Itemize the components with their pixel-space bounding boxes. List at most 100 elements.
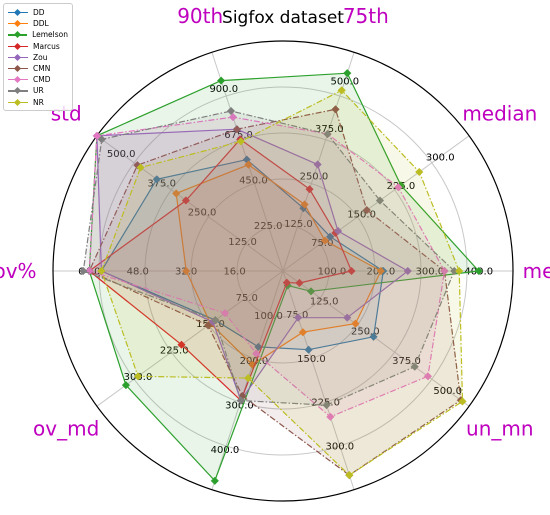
- outer-ring: [52, 40, 514, 502]
- legend-marker-cmn: [8, 64, 28, 73]
- tick-label-ov-mn: 400.0: [211, 445, 240, 456]
- series-ur: [79, 106, 459, 410]
- tick-label-std: 125.0: [228, 237, 257, 248]
- axis-label-ov-md: ov_md: [33, 417, 99, 441]
- axis-label-median: median: [462, 101, 537, 125]
- legend-marker-nr: [8, 98, 28, 106]
- legend-item-zou: Zou: [8, 52, 68, 63]
- point-cmn-std: [133, 161, 142, 170]
- tick-label-un-md: 150.0: [297, 354, 326, 365]
- legend-label-cmd: CMD: [33, 75, 51, 85]
- spoke-median: [282, 135, 470, 272]
- point-nr-mean: [455, 266, 464, 276]
- series-area-cmn: [89, 109, 461, 476]
- tick-label-ov-mn: 200.0: [240, 356, 269, 367]
- series-line-nr: [100, 89, 464, 476]
- tick-label-90th: 675.0: [224, 130, 253, 141]
- radar-series: [79, 69, 483, 485]
- tick-label-un-md: 300.0: [326, 441, 355, 452]
- axis-label-75th: 75th: [343, 4, 389, 28]
- legend-label-marcus: Marcus: [33, 41, 60, 51]
- tick-label-ov: 16.0: [223, 267, 245, 278]
- tick-label-75th: 125.0: [284, 219, 313, 230]
- axis-label-un-mn: un_mn: [466, 417, 534, 441]
- tick-label-75th: 250.0: [300, 171, 329, 182]
- point-cmd-std: [92, 131, 102, 140]
- tick-label-75th: 375.0: [315, 124, 344, 135]
- series-area-zou: [96, 129, 408, 401]
- point-dd-un-md: [304, 345, 313, 354]
- point-marcus-un-md: [282, 278, 291, 287]
- legend-item-nr: NR: [8, 97, 68, 108]
- tick-label-90th: 900.0: [209, 84, 238, 95]
- point-cmd-90th: [228, 112, 238, 122]
- point-dd-un-mn: [369, 332, 378, 341]
- point-ur-ov-mn: [236, 396, 246, 405]
- legend-label-ddl: DDL: [33, 19, 49, 29]
- tick-label-mean: 300.0: [415, 267, 444, 278]
- point-ur-90th: [226, 106, 236, 116]
- point-cmn-75th: [331, 105, 340, 114]
- series-area-cmd: [89, 117, 445, 417]
- point-nr-un-md: [345, 471, 354, 480]
- legend-item-cmn: CMN: [8, 63, 68, 74]
- point-ddl-ov: [182, 266, 191, 276]
- legend-label-cmn: CMN: [33, 64, 51, 74]
- point-ddl-median: [320, 236, 330, 245]
- legend-marker-ur: [8, 87, 28, 95]
- point-nr-ov-mn: [244, 373, 253, 383]
- axis-label-ov-mn: ov_mn: [167, 514, 233, 515]
- point-marcus-un-mn: [295, 278, 304, 288]
- point-zou-un-mn: [343, 313, 352, 322]
- point-nr-ov: [97, 266, 106, 276]
- axis-label-un-md: un_md: [332, 514, 400, 515]
- legend-marker-lemelson: [8, 31, 28, 39]
- point-ddl-std: [172, 189, 181, 198]
- axis-label-mean: mean: [523, 259, 550, 283]
- legend-item-cmd: CMD: [8, 74, 68, 85]
- point-nr-std: [136, 163, 145, 172]
- point-lemelson-ov-mn: [210, 476, 219, 485]
- point-ddl-75th: [300, 200, 309, 209]
- point-dd-ov-mn: [254, 342, 263, 352]
- tick-label-un-mn: 250.0: [351, 326, 380, 337]
- tick-label-median: 300.0: [426, 152, 455, 163]
- legend-item-ddl: DDL: [8, 18, 68, 29]
- tick-label-std: 500.0: [107, 149, 136, 160]
- legend-item-marcus: Marcus: [8, 41, 68, 52]
- point-cmn-90th: [232, 125, 242, 134]
- tick-label-median: 150.0: [347, 209, 376, 220]
- legend-item-lemelson: Lemelson: [8, 29, 68, 40]
- point-dd-std: [152, 175, 161, 184]
- point-cmd-ov-md: [220, 308, 230, 318]
- point-cmd-ov-mn: [252, 349, 261, 358]
- point-lemelson-mean: [474, 266, 483, 276]
- spoke-std: [96, 135, 284, 272]
- tick-label-ov: 48.0: [127, 267, 149, 278]
- point-nr-ov-md: [133, 372, 143, 381]
- tick-label-std: 375.0: [147, 178, 176, 189]
- point-cmd-median: [394, 183, 403, 192]
- point-ur-un-mn: [410, 362, 419, 371]
- point-ur-std: [97, 135, 106, 144]
- legend-marker-zou: [8, 53, 28, 61]
- series-cmd: [85, 112, 449, 421]
- point-cmd-un-md: [326, 412, 335, 421]
- tick-label-ov-md: 75.0: [236, 293, 258, 304]
- point-nr-median: [415, 167, 424, 177]
- point-lemelson-ov-md: [121, 380, 131, 390]
- point-marcus-std: [181, 196, 191, 205]
- chart-title: Sigfox dataset: [222, 8, 344, 28]
- legend-label-zou: Zou: [33, 52, 48, 62]
- point-ddl-un-mn: [351, 319, 360, 328]
- series-area-nr: [101, 90, 463, 476]
- tick-label-75th: 500.0: [330, 76, 359, 87]
- series-line-ur: [82, 110, 456, 406]
- point-nr-90th: [236, 137, 246, 146]
- legend-marker-ddl: [8, 20, 28, 28]
- legend-item-dd: DD: [8, 7, 68, 18]
- radar-axis-labels: meanmedian75th90thstdov%ov_mdov_mnun_mdu…: [0, 4, 550, 515]
- point-zou-75th: [313, 160, 322, 169]
- point-dd-median: [326, 232, 335, 241]
